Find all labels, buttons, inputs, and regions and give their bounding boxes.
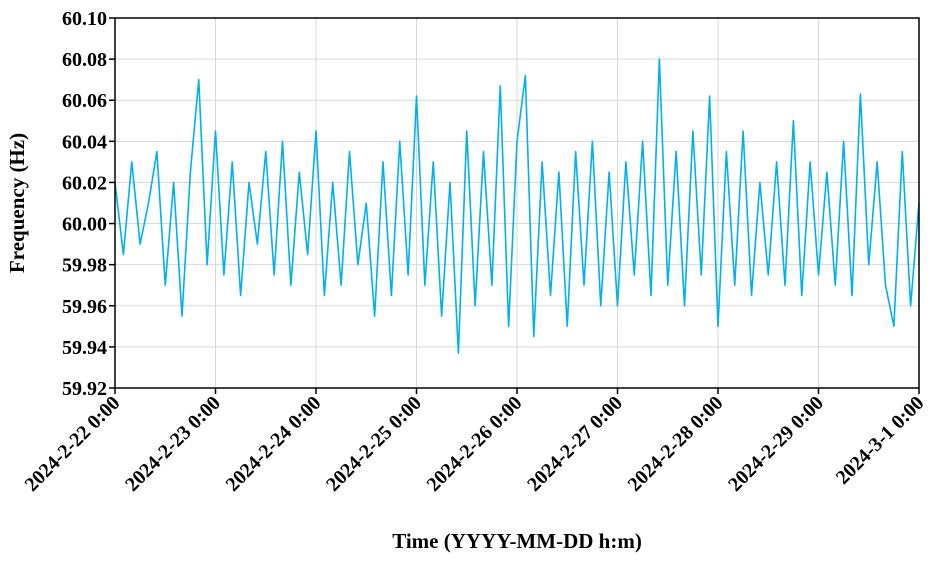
y-tick-label: 60.10 <box>62 8 107 30</box>
data-line <box>114 58 920 354</box>
x-tick-label: 2024-2-29 0:00 <box>724 392 828 496</box>
y-tick-label: 59.92 <box>62 378 107 400</box>
x-tick-label: 2024-2-24 0:00 <box>222 392 326 496</box>
y-tick-label: 60.06 <box>62 90 107 112</box>
x-tick-label: 2024-2-27 0:00 <box>523 392 627 496</box>
y-tick-label: 60.08 <box>62 49 107 71</box>
x-tick-label: 2024-2-26 0:00 <box>423 392 527 496</box>
y-axis-title: Frequency (Hz) <box>5 133 29 273</box>
x-tick-label: 2024-3-1 0:00 <box>832 392 929 489</box>
y-tick-label: 59.94 <box>62 337 107 359</box>
y-tick-label: 60.04 <box>62 131 107 153</box>
x-tick-label: 2024-2-25 0:00 <box>322 392 426 496</box>
x-tick-label: 2024-2-22 0:00 <box>21 392 125 496</box>
x-axis-title: Time (YYYY-MM-DD h:m) <box>392 529 642 553</box>
y-tick-label: 59.96 <box>62 296 107 318</box>
x-tick-label: 2024-2-23 0:00 <box>121 392 225 496</box>
plot-frame <box>114 17 920 389</box>
y-tick-label: 59.98 <box>62 255 107 277</box>
y-tick-label: 60.02 <box>62 172 107 194</box>
y-tick-label: 60.00 <box>62 214 107 236</box>
x-tick-label: 2024-2-28 0:00 <box>624 392 728 496</box>
